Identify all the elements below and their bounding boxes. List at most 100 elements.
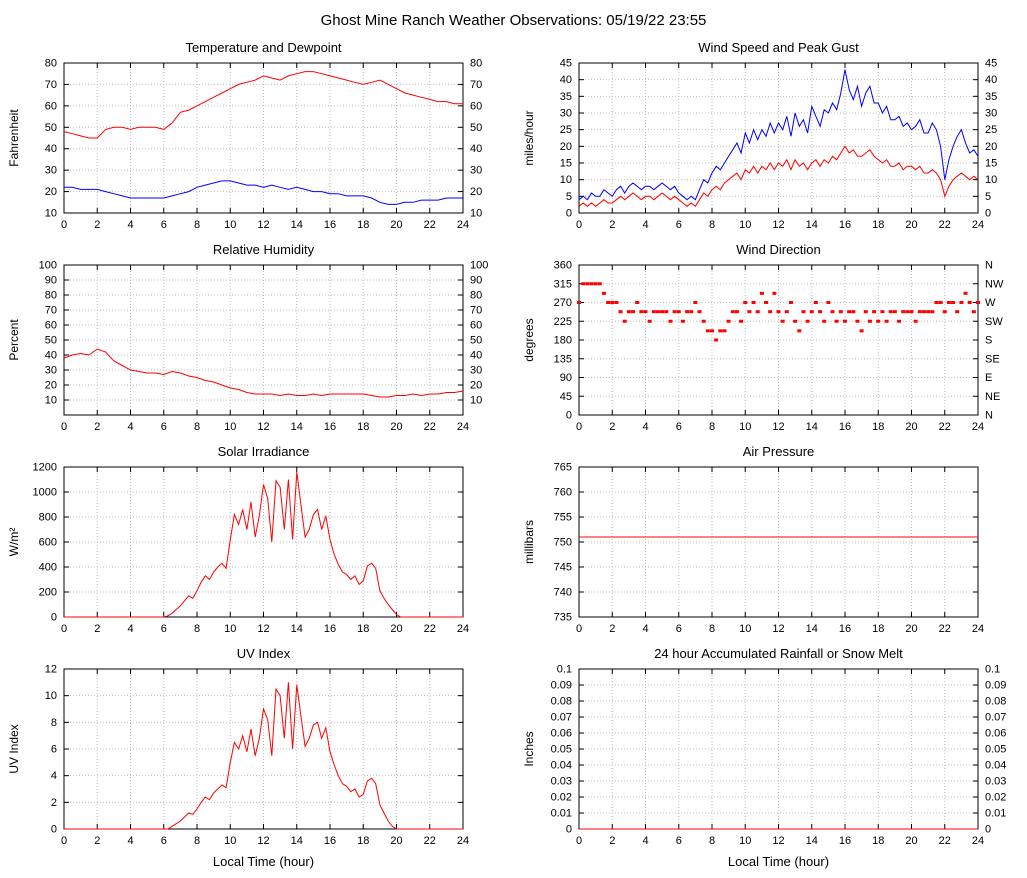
scatter-point	[593, 282, 598, 286]
x-tick-label: 20	[905, 421, 917, 433]
scatter-point	[830, 310, 835, 314]
x-tick-label: 12	[257, 623, 269, 635]
scatter-point	[904, 310, 909, 314]
x-tick-label: 12	[257, 835, 269, 847]
y-tick-label: 0	[565, 410, 571, 422]
y-tick-label: 8	[50, 717, 56, 729]
scatter-point	[838, 310, 843, 314]
y-tick-label: 1200	[32, 462, 56, 474]
x-tick-label: 14	[290, 623, 302, 635]
chart-title: Wind Direction	[736, 242, 821, 257]
x-tick-label: 0	[575, 219, 581, 231]
x-tick-label: 8	[193, 835, 199, 847]
scatter-point	[975, 301, 980, 304]
y-tick-label-right: 0	[985, 208, 991, 220]
scatter-point	[850, 310, 855, 314]
x-tick-label: 12	[772, 219, 784, 231]
y-tick-label-right: N	[985, 410, 993, 422]
series-uv-index	[63, 682, 463, 830]
chart-title: Temperature and Dewpoint	[185, 40, 341, 55]
y-tick-label: 10	[559, 174, 571, 186]
y-tick-label-right: 25	[985, 124, 997, 136]
y-tick-label-right: 0	[985, 824, 991, 836]
y-tick-label-right: SW	[985, 316, 1003, 328]
scatter-point	[759, 291, 764, 295]
y-tick-label: 760	[553, 487, 571, 499]
y-tick-label: 180	[553, 335, 571, 347]
y-tick-label: 25	[559, 124, 571, 136]
scatter-point	[684, 310, 689, 314]
scatter-point	[618, 310, 623, 314]
y-tick-label: 20	[559, 141, 571, 153]
x-tick-label: 8	[708, 421, 714, 433]
scatter-point	[867, 319, 872, 323]
chart-title: 24 hour Accumulated Rainfall or Snow Mel…	[654, 646, 903, 661]
x-tick-label: 0	[60, 219, 66, 231]
scatter-point	[659, 310, 664, 314]
y-tick-label: 5	[565, 191, 571, 203]
y-tick-label: 270	[553, 297, 571, 309]
scatter-point	[609, 301, 614, 304]
y-tick-label: 90	[44, 275, 56, 287]
scatter-point	[805, 319, 810, 323]
scatter-point	[601, 291, 606, 295]
y-tick-label: 50	[44, 335, 56, 347]
x-tick-label: 4	[642, 835, 648, 847]
scatter-point	[663, 310, 668, 314]
x-tick-label: 20	[390, 835, 402, 847]
y-tick-label: 10	[44, 690, 56, 702]
x-tick-label: 18	[357, 421, 369, 433]
scatter-point	[667, 319, 672, 323]
scatter-point	[913, 319, 918, 323]
x-tick-label: 14	[805, 421, 817, 433]
scatter-point	[967, 301, 972, 304]
y-tick-label: 740	[553, 587, 571, 599]
y-tick-label-right: N	[985, 260, 993, 272]
chart-rainfall: 0 2 4 6 8 10 12 14 16 18 20 22 240 00.01 0.010.02 0.020…	[522, 646, 1006, 869]
y-tick-label: 0.1	[556, 664, 571, 676]
scatter-point	[680, 319, 685, 323]
y-tick-label: 0.01	[550, 808, 571, 820]
x-tick-label: 22	[938, 421, 950, 433]
scatter-point	[776, 310, 780, 314]
y-tick-label: 12	[44, 664, 56, 676]
series-wind-direction	[576, 282, 980, 342]
chart-title: Wind Speed and Peak Gust	[698, 40, 859, 55]
scatter-point	[647, 319, 652, 323]
x-tick-label: 4	[127, 219, 133, 231]
scatter-point	[917, 310, 922, 314]
y-tick-label-right: 0.07	[985, 712, 1006, 724]
x-tick-label: 0	[575, 623, 581, 635]
scatter-point	[755, 310, 760, 314]
x-tick-label: 4	[127, 835, 133, 847]
chart-solar-irradiance: 0 2 4 6 8 10 12 14 16 18 20 22 240200400600800100012…	[7, 444, 469, 635]
plot-border	[63, 264, 463, 416]
scatter-point	[584, 282, 589, 286]
x-tick-label: 8	[708, 623, 714, 635]
y-axis-label: W/m²	[7, 528, 21, 557]
scatter-point	[651, 310, 656, 314]
y-tick-label-right: W	[985, 297, 996, 309]
y-tick-label: 10	[44, 208, 56, 220]
y-tick-label: 200	[38, 587, 56, 599]
y-tick-label-right: 0.1	[985, 664, 1000, 676]
y-tick-label: 10	[44, 395, 56, 407]
y-tick-label: 15	[559, 158, 571, 170]
y-tick-label-right: 35	[985, 91, 997, 103]
y-tick-label-right: 10	[985, 174, 997, 186]
x-tick-label: 24	[971, 835, 983, 847]
chart-rainfall: 0 2 4 6 8 10 12 14 16 18 20 22 240 00.01 0.010.02 0.020…	[522, 646, 1006, 869]
x-tick-label: 12	[257, 219, 269, 231]
panel-wind-direction: 0 2 4 6 8 10 12 14 16 18 20 22 24 0 N 45 NE 90 E 135 SE 180 S 2…	[519, 239, 1024, 439]
plot-border	[578, 466, 978, 618]
y-tick-label: 315	[553, 278, 571, 290]
scatter-point	[780, 319, 785, 323]
scatter-point	[597, 282, 602, 286]
x-tick-label: 10	[739, 623, 751, 635]
x-tick-label: 4	[127, 623, 133, 635]
scatter-point	[622, 319, 627, 323]
y-tick-label: 6	[50, 744, 56, 756]
y-tick-label: 45	[559, 391, 571, 403]
x-tick-label: 2	[94, 835, 100, 847]
